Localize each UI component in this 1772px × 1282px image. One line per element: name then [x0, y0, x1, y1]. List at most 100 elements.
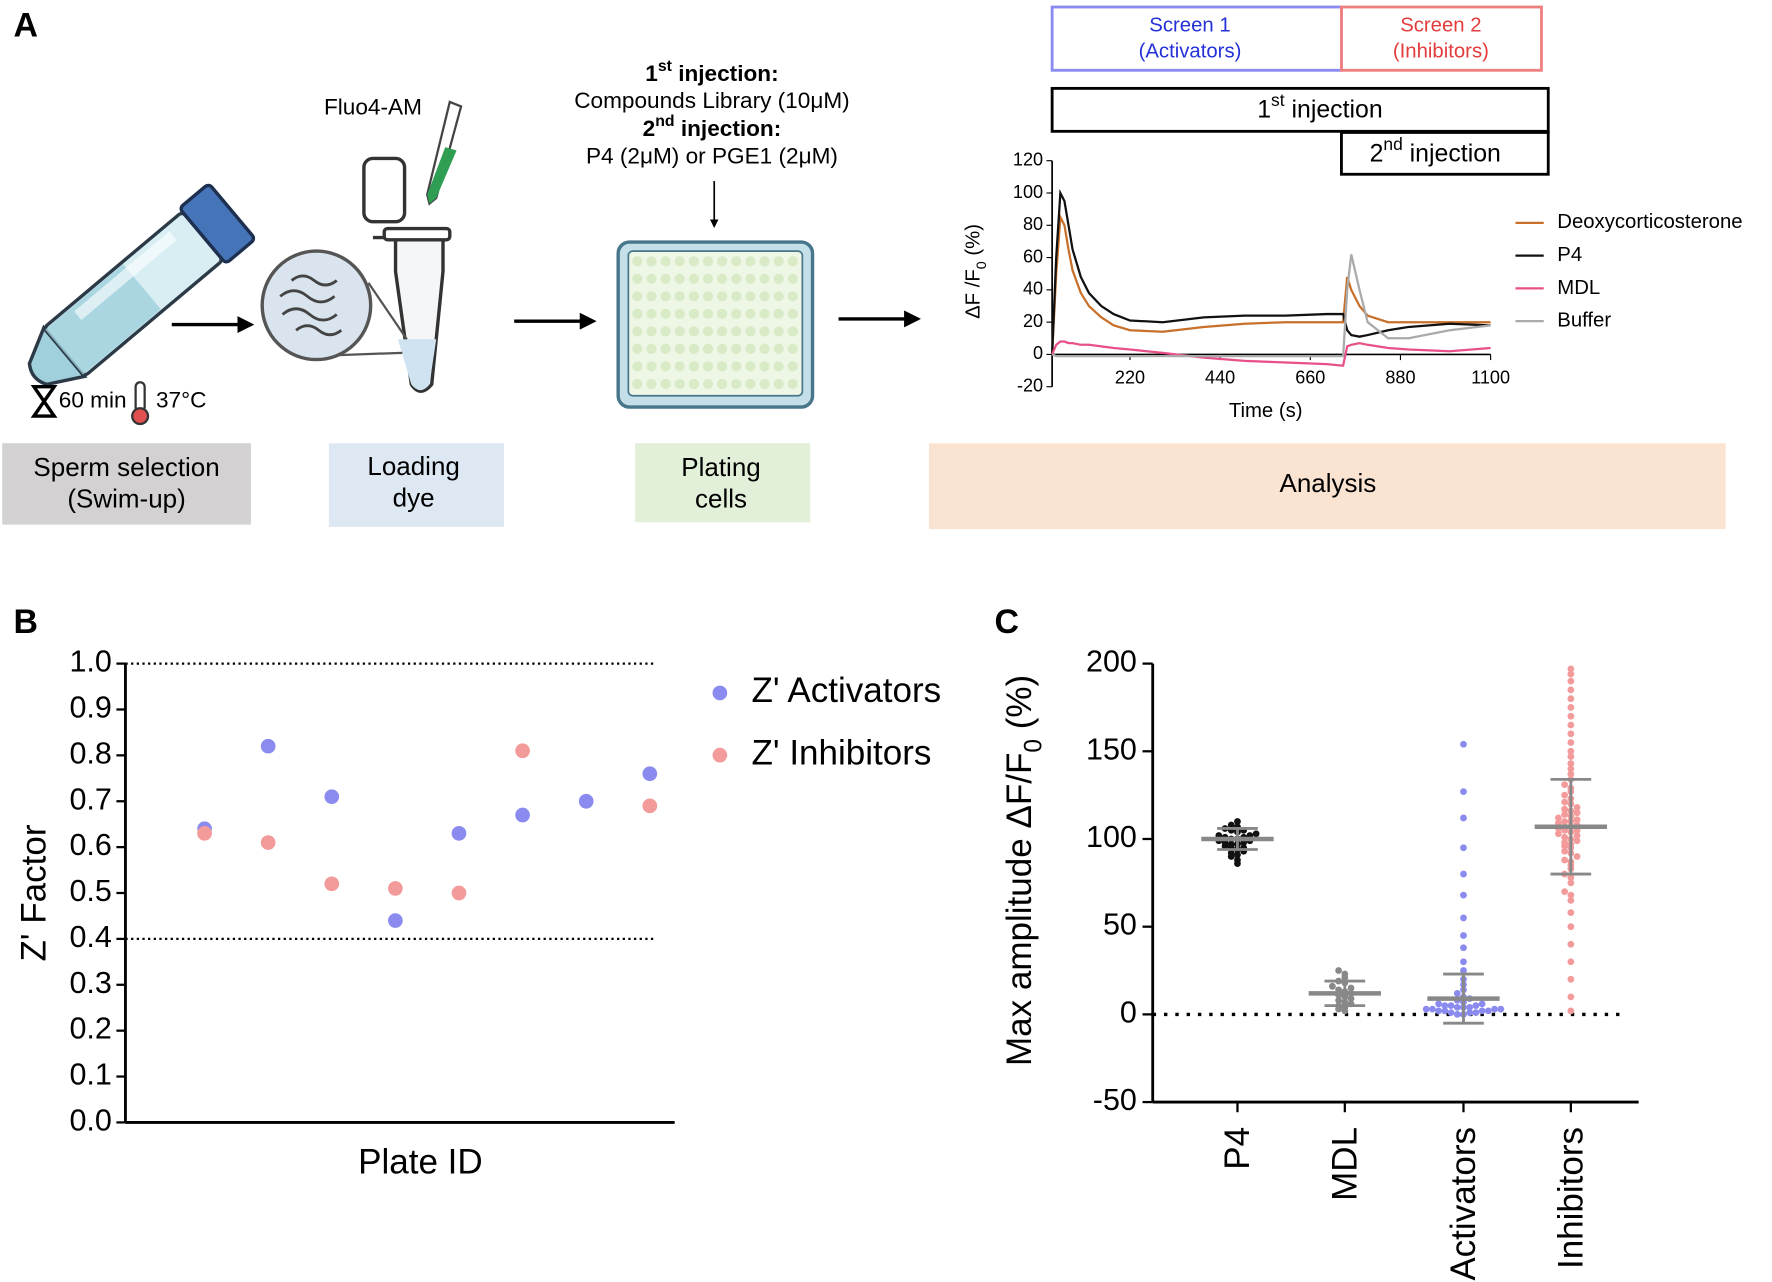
- well: [773, 326, 784, 337]
- well: [632, 273, 643, 284]
- eppendorf-icon: [260, 156, 452, 393]
- well: [745, 343, 756, 354]
- point: [197, 826, 212, 841]
- step-box: [635, 443, 811, 523]
- pipette-icon: [426, 100, 463, 206]
- panel-label: A: [14, 6, 38, 44]
- well: [787, 273, 798, 284]
- point: [1573, 816, 1581, 824]
- well: [773, 273, 784, 284]
- panel-label: B: [14, 603, 38, 641]
- point: [1329, 982, 1336, 990]
- well: [688, 291, 699, 302]
- point: [1335, 996, 1342, 1004]
- well: [660, 308, 671, 319]
- well: [646, 326, 657, 337]
- step-label: cells: [695, 484, 747, 514]
- point: [1441, 1002, 1449, 1010]
- point: [1491, 1005, 1498, 1013]
- well: [717, 256, 728, 267]
- point: [1234, 851, 1241, 859]
- y-tick-label: 100: [1086, 820, 1137, 854]
- step-label: (Swim-up): [67, 484, 185, 514]
- temperature: 37°C: [156, 387, 206, 412]
- well: [660, 361, 671, 372]
- dye-label: Fluo4-AM: [324, 95, 422, 120]
- well: [787, 326, 798, 337]
- x-tick-label: 660: [1295, 368, 1325, 388]
- point: [1567, 993, 1575, 1001]
- well: [787, 361, 798, 372]
- well: [787, 291, 798, 302]
- y-tick-label: 150: [1086, 732, 1137, 766]
- point: [1567, 940, 1575, 948]
- well: [632, 308, 643, 319]
- well: [759, 273, 770, 284]
- y-tick-label: 50: [1103, 908, 1137, 942]
- well: [717, 343, 728, 354]
- well: [660, 273, 671, 284]
- x-tick-label: P4: [1218, 1127, 1257, 1170]
- point: [1573, 853, 1581, 860]
- point: [324, 876, 340, 892]
- line-series: [1050, 213, 1491, 355]
- legend-label: MDL: [1557, 277, 1600, 299]
- point: [1227, 840, 1235, 848]
- point: [1561, 791, 1569, 799]
- step-label: Loading: [367, 451, 459, 481]
- well: [688, 308, 699, 319]
- point: [1561, 833, 1569, 841]
- well: [745, 256, 756, 267]
- point: [1561, 798, 1569, 806]
- well: [646, 273, 657, 284]
- point: [1234, 856, 1241, 864]
- point: [1447, 1009, 1455, 1017]
- legend-label: Deoxycorticosterone: [1557, 211, 1742, 233]
- well: [674, 291, 685, 302]
- legend-label: Z' Activators: [752, 671, 942, 710]
- y-tick-label: 0.2: [69, 1012, 111, 1046]
- well: [759, 361, 770, 372]
- point: [1460, 932, 1467, 939]
- point: [1567, 958, 1575, 966]
- well: [646, 256, 657, 267]
- y-tick-label: 0.8: [69, 736, 111, 770]
- well: [745, 378, 756, 389]
- well: [759, 378, 770, 389]
- y-tick-label: 0.4: [69, 920, 111, 954]
- point: [1561, 811, 1569, 818]
- point: [1567, 760, 1575, 767]
- well: [660, 291, 671, 302]
- well: [773, 291, 784, 302]
- y-tick-label: 120: [1013, 149, 1043, 169]
- point: [1567, 765, 1575, 773]
- point: [1252, 830, 1260, 838]
- hourglass-icon: [30, 385, 58, 418]
- point: [1460, 870, 1467, 878]
- point: [1447, 1002, 1455, 1010]
- well: [632, 291, 643, 302]
- y-tick-label: 0.6: [69, 828, 111, 862]
- well: [717, 378, 728, 389]
- well: [688, 378, 699, 389]
- well: [702, 343, 714, 354]
- legend-label: Buffer: [1557, 310, 1611, 332]
- well: [674, 273, 685, 284]
- point: [388, 881, 403, 896]
- well: [745, 326, 756, 337]
- point: [1567, 665, 1575, 673]
- point: [1567, 730, 1575, 738]
- legend-label: Z' Inhibitors: [752, 733, 932, 772]
- well: [660, 256, 671, 267]
- y-axis-label: Max amplitude ΔF/F0 (%): [1000, 675, 1048, 1066]
- y-tick-label: 0.9: [69, 691, 111, 725]
- point: [1561, 856, 1569, 864]
- point: [1567, 770, 1575, 778]
- step-label: Plating: [681, 452, 760, 482]
- well: [717, 291, 728, 302]
- x-tick-label: 1100: [1471, 368, 1510, 388]
- injection-text: 2nd injection:: [643, 113, 782, 141]
- point: [1472, 1002, 1480, 1010]
- point: [1561, 839, 1569, 846]
- well: [731, 378, 742, 389]
